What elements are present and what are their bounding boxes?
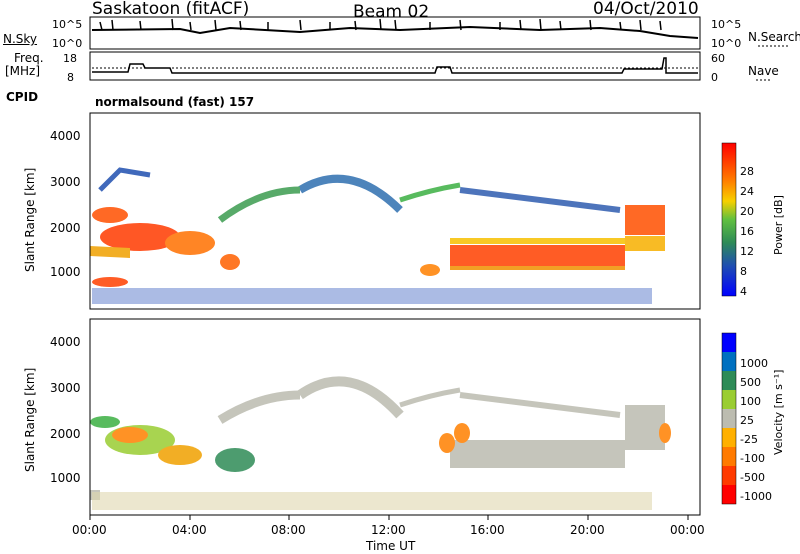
freq-tick-top: 18	[63, 52, 77, 65]
x-tick: 00:00	[72, 523, 107, 537]
power-colorbar	[721, 142, 737, 297]
x-axis-title: Time UT	[366, 539, 416, 553]
freq-unit-label: [MHz]	[5, 64, 41, 78]
freq-label: Freq.	[14, 51, 44, 65]
velocity-cbar-tick: 25	[740, 414, 754, 427]
station-title: Saskatoon (fitACF)	[92, 0, 250, 19]
velocity-cbar-tick: 100	[740, 395, 761, 408]
x-ticks	[89, 515, 689, 520]
power-cbar-tick: 20	[740, 205, 754, 218]
power-frame	[89, 112, 701, 310]
nave-label: Nave	[748, 64, 779, 78]
nsearch-tick-bottom: 10^0	[711, 37, 742, 50]
velocity-frame	[89, 318, 701, 516]
power-cbar-tick: 4	[740, 285, 747, 298]
power-panel	[90, 113, 700, 309]
power-ytick: 4000	[50, 129, 81, 143]
power-cbar-tick: 12	[740, 245, 754, 258]
cpid-label: CPID	[6, 90, 39, 104]
nsky-tick-bottom: 10^0	[52, 37, 83, 50]
nave-tick-bottom: 0	[711, 71, 718, 84]
power-cbar-tick: 28	[740, 165, 754, 178]
power-ytick: 3000	[50, 175, 81, 189]
x-tick: 00:00	[670, 523, 705, 537]
velocity-ytick: 1000	[50, 471, 81, 485]
nave-tick-top: 60	[711, 52, 725, 65]
velocity-cbar-tick: 1000	[740, 357, 768, 370]
velocity-cbar-tick: -100	[740, 452, 765, 465]
x-tick: 12:00	[371, 523, 406, 537]
velocity-cbar-tick: -1000	[740, 490, 772, 503]
velocity-cbar-tick: -25	[740, 433, 758, 446]
freq-tick-bottom: 8	[67, 71, 74, 84]
nsearch-label: N.Search	[748, 30, 800, 44]
velocity-ytick: 3000	[50, 381, 81, 395]
nsky-trace	[91, 18, 699, 39]
nsky-tick-top: 10^5	[52, 18, 83, 31]
power-cbar-tick: 8	[740, 265, 747, 278]
velocity-cbar-tick: -500	[740, 471, 765, 484]
cpid-value: normalsound (fast) 157	[95, 95, 255, 109]
velocity-ytick: 2000	[50, 427, 81, 441]
velocity-cbar-tick: 500	[740, 376, 761, 389]
x-tick: 04:00	[172, 523, 207, 537]
freq-trace	[92, 57, 698, 74]
power-ytick: 2000	[50, 221, 81, 235]
x-tick: 20:00	[570, 523, 605, 537]
power-cbar-tick: 24	[740, 185, 754, 198]
freq-panel	[89, 51, 701, 81]
x-tick: 08:00	[271, 523, 306, 537]
velocity-ytick: 4000	[50, 335, 81, 349]
power-ytick: 1000	[50, 265, 81, 279]
nsky-label: N.Sky	[3, 32, 38, 46]
velocity-colorbar	[721, 332, 737, 505]
x-tick: 16:00	[470, 523, 505, 537]
power-cbar-tick: 16	[740, 225, 754, 238]
velocity-panel	[90, 319, 700, 515]
date-title: 04/Oct/2010	[593, 0, 699, 19]
nsearch-tick-top: 10^5	[711, 18, 742, 31]
nsky-panel	[89, 16, 701, 50]
